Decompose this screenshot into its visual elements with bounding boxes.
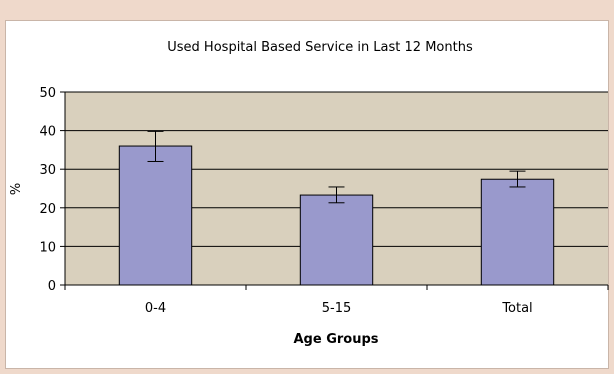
x-axis-ticks: 0-4 5-15 Total: [64, 285, 609, 316]
bar-chart: Used Hospital Based Service in Last 12 M…: [9, 40, 609, 347]
error-bars: [147, 130, 526, 204]
y-tick-label: 0: [48, 279, 56, 294]
x-axis-label: Age Groups: [293, 332, 378, 347]
y-axis-ticks: 0 10 20 30 40 50: [39, 86, 65, 294]
x-tick-label: 5-15: [322, 301, 352, 316]
y-tick-label: 40: [39, 125, 56, 140]
chart-panel: Used Hospital Based Service in Last 12 M…: [5, 20, 609, 369]
bar: [118, 145, 193, 286]
bar: [299, 194, 374, 286]
chart-title: Used Hospital Based Service in Last 12 M…: [167, 40, 473, 55]
bar: [480, 178, 555, 286]
y-tick-label: 50: [39, 86, 56, 101]
y-tick-label: 10: [39, 240, 56, 255]
y-tick-label: 30: [39, 163, 56, 178]
x-tick-label: 0-4: [145, 301, 166, 316]
y-axis-label: %: [9, 183, 24, 195]
bars: [118, 145, 555, 286]
y-tick-label: 20: [39, 202, 56, 217]
x-tick-label: Total: [501, 301, 532, 316]
